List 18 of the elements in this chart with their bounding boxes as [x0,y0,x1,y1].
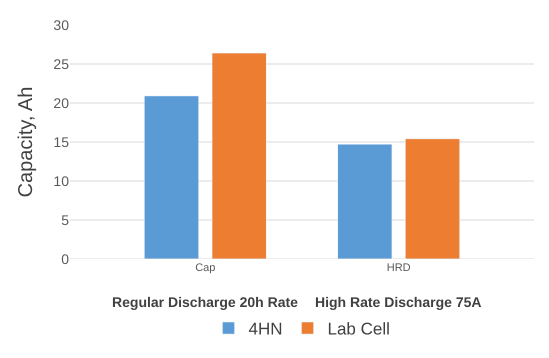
x-tick-label: Cap [195,262,216,274]
legend-label: Lab Cell [328,320,390,339]
bar [338,144,392,259]
y-tick-label: 20 [53,94,70,111]
legend-label: 4HN [248,320,283,339]
y-tick-label: 0 [61,250,70,267]
y-axis-title: Capacity, Ah [14,86,37,198]
y-tick-label: 5 [61,212,70,228]
y-tick-label: 25 [53,56,70,72]
y-tick-label: 10 [53,172,70,189]
text: Regular Discharge 20h Rate [112,294,298,310]
bar [405,138,460,259]
text: High Rate Discharge 75A [315,294,482,310]
x-tick-label: HRD [386,262,411,274]
bar [212,52,266,259]
bar [144,96,199,259]
y-tick-label: 30 [53,16,70,33]
y-tick-label: 15 [53,134,70,150]
